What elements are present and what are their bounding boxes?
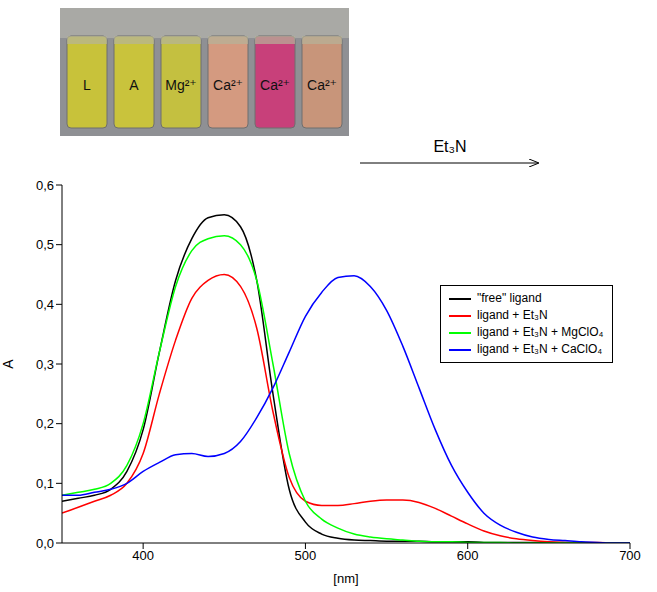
html-text:ligand + Et₃N: ligand + Et₃N — [477, 308, 548, 322]
svg-text:0,1: 0,1 — [36, 476, 54, 491]
svg-text:500: 500 — [295, 548, 317, 563]
svg-text:0,2: 0,2 — [36, 416, 54, 431]
svg-text:400: 400 — [132, 548, 154, 563]
svg-text:Ca²⁺: Ca²⁺ — [307, 77, 337, 93]
svg-text:L: L — [83, 77, 91, 93]
html-text:ligand + Et₃N + CaClO₄: ligand + Et₃N + CaClO₄ — [477, 342, 603, 356]
svg-text:Et₃N: Et₃N — [433, 138, 466, 155]
svg-text:600: 600 — [457, 548, 479, 563]
svg-text:Ca²⁺: Ca²⁺ — [213, 77, 243, 93]
svg-text:[nm]: [nm] — [333, 571, 358, 586]
svg-text:Mg²⁺: Mg²⁺ — [165, 77, 197, 93]
svg-text:Ca²⁺: Ca²⁺ — [260, 77, 290, 93]
svg-text:A: A — [129, 77, 139, 93]
svg-text:0,4: 0,4 — [36, 297, 54, 312]
html-text:ligand + Et₃N + MgClO₄: ligand + Et₃N + MgClO₄ — [477, 325, 604, 339]
svg-text:A: A — [0, 359, 16, 369]
svg-text:0,0: 0,0 — [36, 536, 54, 551]
svg-text:0,5: 0,5 — [36, 237, 54, 252]
svg-text:0,6: 0,6 — [36, 178, 54, 193]
html-text:"free" ligand: "free" ligand — [477, 291, 542, 305]
svg-text:700: 700 — [619, 548, 641, 563]
svg-text:0,3: 0,3 — [36, 357, 54, 372]
